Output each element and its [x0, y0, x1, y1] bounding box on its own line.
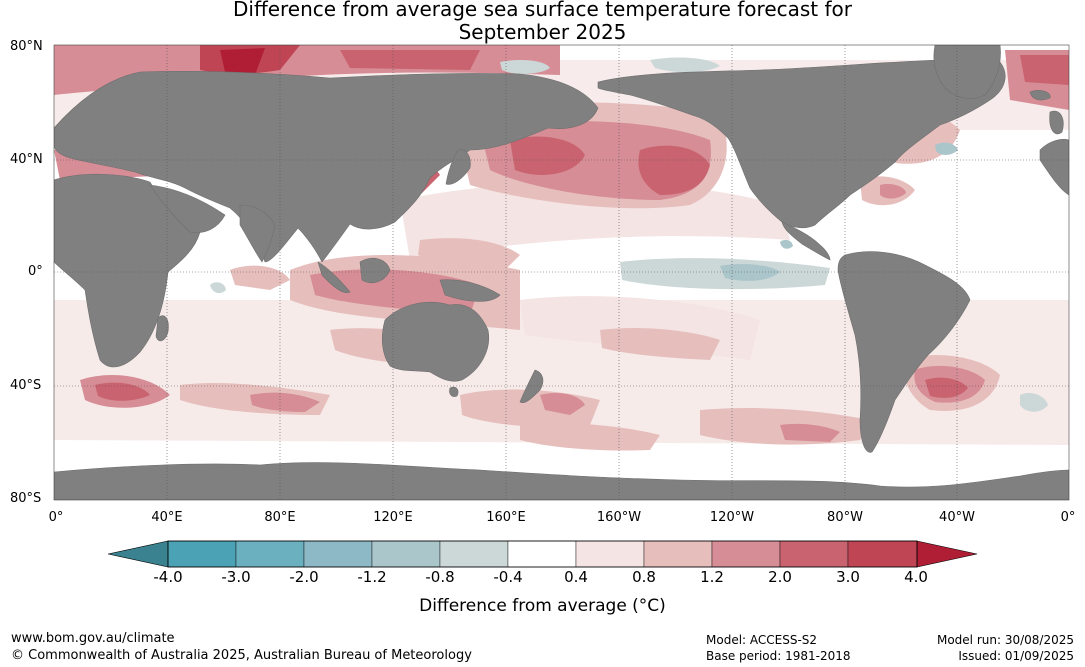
- colorbar-tick: 0.4: [564, 568, 588, 586]
- colorbar-tick: 3.0: [836, 568, 860, 586]
- lon-label-160w: 160°W: [596, 510, 642, 525]
- colorbar-high-extension: [916, 540, 978, 568]
- land-masses: [54, 45, 1069, 500]
- map-frame: [53, 44, 1070, 501]
- lon-label-80w: 80°W: [827, 510, 863, 525]
- lon-label-40w: 40°W: [939, 510, 975, 525]
- colorbar-tick: -1.2: [357, 568, 387, 586]
- footer-model-run: Model run: 30/08/2025: [936, 633, 1074, 647]
- colorbar-swatch: [303, 540, 373, 568]
- colorbar-swatch: [439, 540, 509, 568]
- lat-label-80s: 80°S: [10, 491, 42, 506]
- lat-label-0: 0°: [28, 264, 43, 279]
- lon-label-120e: 120°E: [373, 510, 413, 525]
- colorbar-tick: -3.0: [221, 568, 251, 586]
- colorbar-tick: -0.8: [425, 568, 455, 586]
- lat-label-40n: 40°N: [10, 152, 43, 167]
- colorbar-tick: -0.4: [493, 568, 523, 586]
- lon-label-160e: 160°E: [486, 510, 526, 525]
- lat-label-80n: 80°N: [10, 39, 43, 54]
- colorbar-tick: -2.0: [289, 568, 319, 586]
- colorbar-swatch: [167, 540, 237, 568]
- lon-label-40e: 40°E: [151, 510, 183, 525]
- map-title-line-1: Difference from average sea surface temp…: [232, 0, 852, 21]
- colorbar-tick: 4.0: [904, 568, 928, 586]
- footer-base-period: Base period: 1981-2018: [706, 649, 851, 663]
- colorbar-swatch: [575, 540, 645, 568]
- footer-model: Model: ACCESS-S2: [706, 633, 818, 647]
- colorbar-tick: 1.2: [700, 568, 724, 586]
- colorbar-swatch: [643, 540, 713, 568]
- footer-copyright: © Commonwealth of Australia 2025, Austra…: [11, 648, 472, 663]
- colorbar-label: Difference from average (°C): [419, 596, 666, 616]
- colorbar-swatch: [235, 540, 305, 568]
- colorbar-swatch: [847, 540, 918, 568]
- lon-label-0-right: 0°: [1060, 510, 1076, 525]
- lat-label-40s: 40°S: [10, 378, 42, 393]
- colorbar: [107, 540, 978, 568]
- colorbar-low-extension: [107, 540, 169, 568]
- graticule: [54, 45, 1069, 500]
- footer-issued: Issued: 01/09/2025: [958, 649, 1074, 663]
- footer-url[interactable]: www.bom.gov.au/climate: [11, 631, 175, 646]
- map-title-line-2: September 2025: [458, 20, 627, 44]
- colorbar-tick: -4.0: [153, 568, 183, 586]
- colorbar-tick: 0.8: [632, 568, 656, 586]
- colorbar-swatch: [711, 540, 781, 568]
- colorbar-tick: 2.0: [768, 568, 792, 586]
- lon-label-0-left: 0°: [48, 510, 64, 525]
- lon-label-120w: 120°W: [709, 510, 755, 525]
- colorbar-swatch: [507, 540, 577, 568]
- colorbar-swatch: [779, 540, 849, 568]
- lon-label-80e: 80°E: [264, 510, 296, 525]
- colorbar-swatch: [371, 540, 441, 568]
